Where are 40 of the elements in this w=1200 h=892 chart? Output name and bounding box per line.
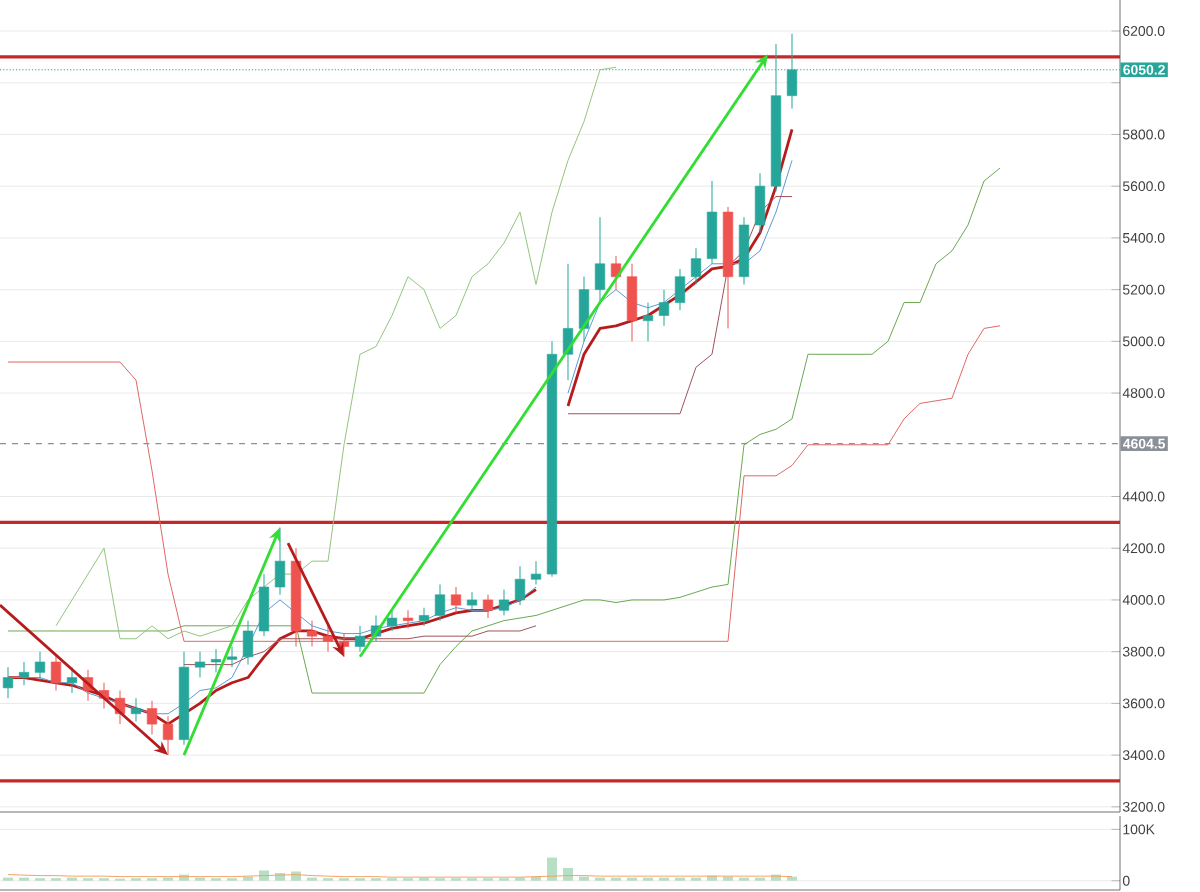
candlestick [402,609,414,629]
candlestick [514,565,526,606]
candlestick [450,586,462,614]
candlestick [210,648,222,673]
bar [259,870,269,881]
candlestick [578,276,590,342]
candlestick [594,216,606,304]
candlestick [690,247,702,285]
candlestick [674,268,686,311]
candlestick [50,653,62,691]
candlestick [66,666,78,694]
candlestick [146,700,158,735]
candlestick [498,589,510,616]
candlestick [626,263,638,342]
candlestick [386,609,398,632]
candlestick [434,583,446,622]
candlestick [34,651,46,681]
candlestick [482,594,494,619]
candlestick [466,591,478,611]
bar [563,867,573,881]
candlestick [418,607,430,627]
candlestick [354,625,366,653]
candlestick [194,651,206,679]
candlestick [18,661,30,686]
candlestick [130,697,142,722]
candlestick [658,289,670,327]
candlestick [306,620,318,647]
candlestick [530,560,542,585]
candlestick [642,302,654,342]
candlestick [338,633,350,658]
candlestick [274,527,286,596]
candlestick [322,625,334,653]
bar [547,857,557,881]
candlestick [226,645,238,668]
candlestick [242,620,254,666]
candlestick [706,180,718,265]
candlestick [2,666,14,699]
candlestick [754,172,766,234]
candlestick [258,573,270,637]
candlestick [162,715,174,756]
